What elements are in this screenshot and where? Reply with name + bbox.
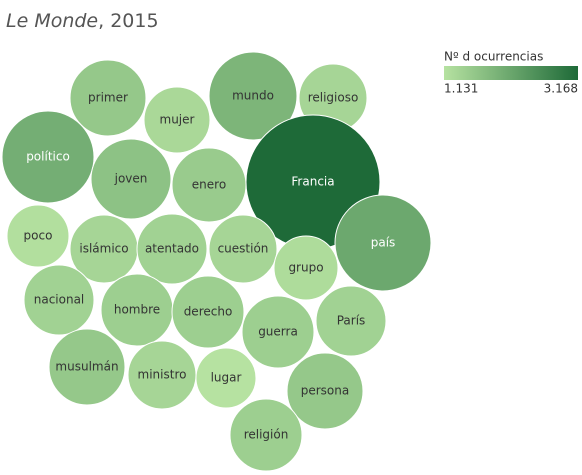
bubble — [143, 86, 211, 154]
bubble-label: cuestión — [218, 242, 269, 256]
bubble-label: ministro — [138, 368, 187, 382]
bubble — [315, 285, 387, 357]
bubble-label: musulmán — [55, 360, 118, 374]
bubble-label: lugar — [211, 371, 242, 385]
bubble-label: París — [337, 314, 366, 328]
bubble-label: atentado — [145, 242, 199, 256]
bubble — [171, 275, 245, 349]
bubble-label: religión — [244, 428, 289, 442]
bubble-label: islámico — [79, 242, 128, 256]
bubble — [136, 213, 208, 285]
bubble-label: joven — [114, 172, 148, 186]
bubble-label: nacional — [34, 293, 85, 307]
bubble-label: mujer — [160, 113, 195, 127]
legend-gradient — [444, 66, 578, 80]
bubble — [208, 51, 298, 141]
bubble — [208, 214, 278, 284]
bubble-label: religioso — [308, 91, 359, 105]
bubble — [195, 347, 257, 409]
bubble-label: enero — [192, 178, 226, 192]
bubble — [90, 138, 172, 220]
bubble — [286, 352, 364, 430]
bubble-label: guerra — [258, 325, 298, 339]
title-rest: , 2015 — [98, 10, 158, 32]
bubble-label: grupo — [288, 261, 323, 275]
bubble-label: poco — [24, 229, 53, 243]
bubble-label: mundo — [232, 89, 274, 103]
bubble — [48, 328, 126, 406]
bubbles: primer mundo religioso mujer político joven en… — [1, 51, 432, 472]
bubble — [23, 264, 95, 336]
legend-tick-label: 3.168 — [544, 82, 578, 96]
chart-title: Le Monde, 2015 — [6, 10, 159, 32]
bubble — [69, 59, 147, 137]
bubble-label: Francia — [291, 175, 334, 189]
bubble — [334, 194, 432, 292]
bubble-label: país — [371, 236, 396, 250]
bubble-label: hombre — [114, 303, 160, 317]
title-italic: Le Monde — [6, 10, 98, 32]
legend-title: Nº d ocurrencias — [444, 50, 543, 64]
bubble — [1, 110, 95, 204]
bubble-label: político — [26, 150, 70, 164]
bubble-label: persona — [301, 384, 350, 398]
bubble — [273, 235, 339, 301]
bubble-label: primer — [88, 91, 128, 105]
bubble — [6, 204, 70, 268]
legend-tick-label: 1.131 — [444, 82, 478, 96]
bubble — [229, 398, 303, 472]
bubble — [241, 295, 315, 369]
bubble-label: derecho — [184, 305, 233, 319]
